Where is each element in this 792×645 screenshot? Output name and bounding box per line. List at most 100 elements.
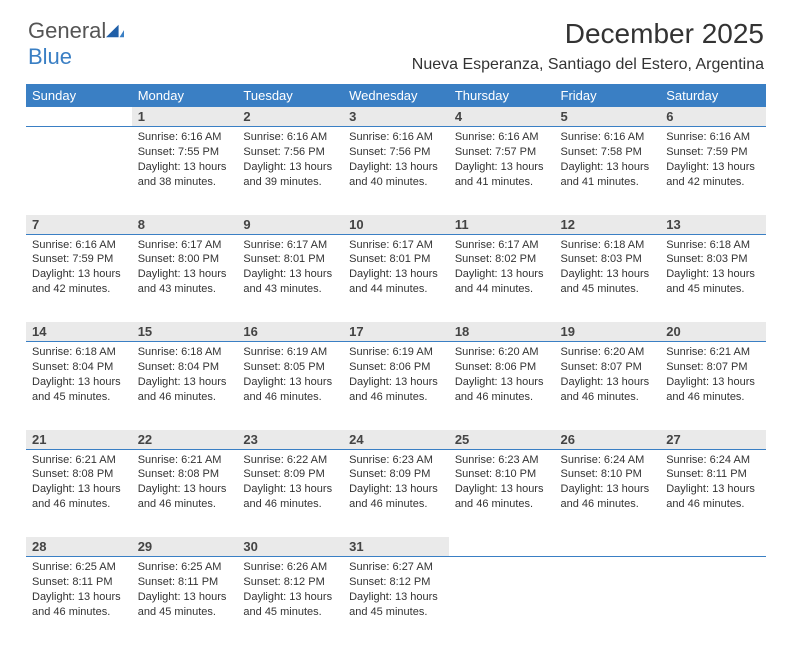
- day-content-cell: Sunrise: 6:18 AMSunset: 8:04 PMDaylight:…: [26, 342, 132, 430]
- sunrise-text: Sunrise: 6:16 AM: [243, 130, 337, 145]
- day-content-cell: Sunrise: 6:25 AMSunset: 8:11 PMDaylight:…: [26, 557, 132, 645]
- daylight-text: Daylight: 13 hours: [455, 482, 549, 497]
- sunrise-text: Sunrise: 6:16 AM: [455, 130, 549, 145]
- sunrise-text: Sunrise: 6:20 AM: [561, 345, 655, 360]
- sunset-text: Sunset: 8:11 PM: [138, 575, 232, 590]
- sunset-text: Sunset: 8:12 PM: [349, 575, 443, 590]
- sunrise-text: Sunrise: 6:21 AM: [138, 453, 232, 468]
- sunrise-text: Sunrise: 6:21 AM: [666, 345, 760, 360]
- daylight-text: and 46 minutes.: [349, 390, 443, 405]
- daylight-text: Daylight: 13 hours: [666, 160, 760, 175]
- daylight-text: and 46 minutes.: [349, 497, 443, 512]
- sunrise-text: Sunrise: 6:21 AM: [32, 453, 126, 468]
- daylight-text: Daylight: 13 hours: [32, 375, 126, 390]
- sunset-text: Sunset: 8:11 PM: [666, 467, 760, 482]
- daylight-text: and 46 minutes.: [666, 390, 760, 405]
- daylight-text: Daylight: 13 hours: [138, 267, 232, 282]
- sunrise-text: Sunrise: 6:18 AM: [138, 345, 232, 360]
- day-number-cell: 14: [26, 322, 132, 342]
- day-number-cell: 27: [660, 430, 766, 450]
- daynum-row: 78910111213: [26, 215, 766, 235]
- day-number-cell: [26, 107, 132, 127]
- daylight-text: Daylight: 13 hours: [666, 482, 760, 497]
- sunrise-text: Sunrise: 6:25 AM: [138, 560, 232, 575]
- sunrise-text: Sunrise: 6:23 AM: [349, 453, 443, 468]
- day-content-cell: Sunrise: 6:17 AMSunset: 8:00 PMDaylight:…: [132, 234, 238, 322]
- daylight-text: Daylight: 13 hours: [349, 267, 443, 282]
- day-content-cell: [26, 127, 132, 215]
- day-content-cell: Sunrise: 6:20 AMSunset: 8:06 PMDaylight:…: [449, 342, 555, 430]
- daylight-text: and 46 minutes.: [561, 390, 655, 405]
- sunset-text: Sunset: 7:55 PM: [138, 145, 232, 160]
- day-content-cell: Sunrise: 6:17 AMSunset: 8:01 PMDaylight:…: [343, 234, 449, 322]
- day-content-cell: Sunrise: 6:19 AMSunset: 8:06 PMDaylight:…: [343, 342, 449, 430]
- daylight-text: Daylight: 13 hours: [243, 375, 337, 390]
- day-number-cell: 12: [555, 215, 661, 235]
- weekday-header: Saturday: [660, 84, 766, 107]
- day-number-cell: 17: [343, 322, 449, 342]
- sunset-text: Sunset: 8:06 PM: [455, 360, 549, 375]
- daylight-text: and 46 minutes.: [243, 390, 337, 405]
- daynum-row: 14151617181920: [26, 322, 766, 342]
- sunset-text: Sunset: 8:07 PM: [666, 360, 760, 375]
- day-content-cell: Sunrise: 6:18 AMSunset: 8:03 PMDaylight:…: [660, 234, 766, 322]
- daylight-text: Daylight: 13 hours: [32, 590, 126, 605]
- sunset-text: Sunset: 7:59 PM: [32, 252, 126, 267]
- sunrise-text: Sunrise: 6:16 AM: [32, 238, 126, 253]
- day-content-cell: [449, 557, 555, 645]
- day-number-cell: 10: [343, 215, 449, 235]
- day-number-cell: 16: [237, 322, 343, 342]
- sunset-text: Sunset: 8:07 PM: [561, 360, 655, 375]
- daylight-text: Daylight: 13 hours: [561, 482, 655, 497]
- sunset-text: Sunset: 8:01 PM: [349, 252, 443, 267]
- day-content-cell: Sunrise: 6:18 AMSunset: 8:04 PMDaylight:…: [132, 342, 238, 430]
- day-number-cell: 6: [660, 107, 766, 127]
- day-content-cell: Sunrise: 6:24 AMSunset: 8:11 PMDaylight:…: [660, 449, 766, 537]
- day-content-cell: Sunrise: 6:16 AMSunset: 7:56 PMDaylight:…: [343, 127, 449, 215]
- sunset-text: Sunset: 8:03 PM: [561, 252, 655, 267]
- daylight-text: and 41 minutes.: [455, 175, 549, 190]
- sunset-text: Sunset: 8:05 PM: [243, 360, 337, 375]
- daylight-text: and 46 minutes.: [561, 497, 655, 512]
- sunset-text: Sunset: 8:09 PM: [349, 467, 443, 482]
- daylight-text: and 43 minutes.: [243, 282, 337, 297]
- daylight-text: Daylight: 13 hours: [349, 482, 443, 497]
- day-number-cell: 1: [132, 107, 238, 127]
- daylight-text: and 46 minutes.: [138, 390, 232, 405]
- sunrise-text: Sunrise: 6:24 AM: [666, 453, 760, 468]
- daynum-row: 123456: [26, 107, 766, 127]
- day-content-cell: Sunrise: 6:17 AMSunset: 8:01 PMDaylight:…: [237, 234, 343, 322]
- day-number-cell: [449, 537, 555, 557]
- weekday-header: Sunday: [26, 84, 132, 107]
- day-content-cell: Sunrise: 6:21 AMSunset: 8:08 PMDaylight:…: [26, 449, 132, 537]
- sunrise-text: Sunrise: 6:27 AM: [349, 560, 443, 575]
- day-content-cell: [555, 557, 661, 645]
- day-content-cell: Sunrise: 6:16 AMSunset: 7:58 PMDaylight:…: [555, 127, 661, 215]
- sunset-text: Sunset: 8:06 PM: [349, 360, 443, 375]
- sunset-text: Sunset: 8:03 PM: [666, 252, 760, 267]
- day-number-cell: 29: [132, 537, 238, 557]
- day-content-cell: Sunrise: 6:16 AMSunset: 7:57 PMDaylight:…: [449, 127, 555, 215]
- day-content-cell: Sunrise: 6:16 AMSunset: 7:59 PMDaylight:…: [660, 127, 766, 215]
- sunrise-text: Sunrise: 6:16 AM: [138, 130, 232, 145]
- sunset-text: Sunset: 8:08 PM: [138, 467, 232, 482]
- sunset-text: Sunset: 8:00 PM: [138, 252, 232, 267]
- sunrise-text: Sunrise: 6:23 AM: [455, 453, 549, 468]
- sunrise-text: Sunrise: 6:26 AM: [243, 560, 337, 575]
- day-number-cell: 9: [237, 215, 343, 235]
- sunrise-text: Sunrise: 6:16 AM: [666, 130, 760, 145]
- day-content-cell: Sunrise: 6:18 AMSunset: 8:03 PMDaylight:…: [555, 234, 661, 322]
- weekday-header: Tuesday: [237, 84, 343, 107]
- day-number-cell: [660, 537, 766, 557]
- day-number-cell: 19: [555, 322, 661, 342]
- sunset-text: Sunset: 8:10 PM: [455, 467, 549, 482]
- daylight-text: and 45 minutes.: [32, 390, 126, 405]
- daylight-text: Daylight: 13 hours: [666, 267, 760, 282]
- sunrise-text: Sunrise: 6:19 AM: [243, 345, 337, 360]
- sunset-text: Sunset: 8:11 PM: [32, 575, 126, 590]
- sunset-text: Sunset: 7:56 PM: [243, 145, 337, 160]
- day-content-cell: Sunrise: 6:22 AMSunset: 8:09 PMDaylight:…: [237, 449, 343, 537]
- daynum-row: 28293031: [26, 537, 766, 557]
- sunset-text: Sunset: 8:02 PM: [455, 252, 549, 267]
- daylight-text: and 41 minutes.: [561, 175, 655, 190]
